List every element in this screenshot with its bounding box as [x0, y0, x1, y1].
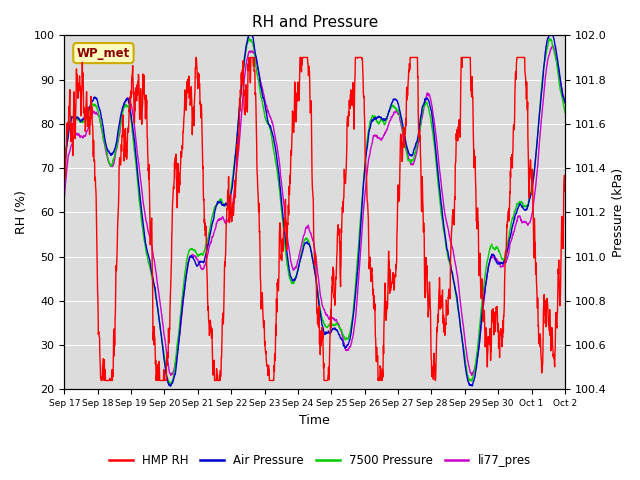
Air Pressure — [245, 33, 253, 38]
7500 Pressure — [305, 237, 312, 243]
li77_pres — [547, 47, 554, 52]
HMP RH — [97, 378, 105, 384]
li77_pres — [455, 284, 463, 290]
li77_pres — [304, 223, 312, 229]
li77_pres — [60, 195, 68, 201]
Legend: HMP RH, Air Pressure, 7500 Pressure, li77_pres: HMP RH, Air Pressure, 7500 Pressure, li7… — [104, 449, 536, 472]
li77_pres — [86, 120, 93, 126]
Air Pressure — [60, 169, 68, 175]
li77_pres — [549, 43, 557, 48]
Air Pressure — [167, 384, 175, 389]
Line: 7500 Pressure: 7500 Pressure — [64, 38, 565, 384]
7500 Pressure — [245, 36, 253, 41]
li77_pres — [167, 372, 175, 378]
Y-axis label: Pressure (kPa): Pressure (kPa) — [612, 168, 625, 257]
7500 Pressure — [291, 276, 299, 282]
Air Pressure — [455, 311, 463, 317]
HMP RH — [547, 324, 554, 330]
Y-axis label: RH (%): RH (%) — [15, 191, 28, 234]
Text: WP_met: WP_met — [77, 47, 130, 60]
li77_pres — [547, 48, 554, 54]
HMP RH — [561, 189, 569, 194]
Air Pressure — [547, 33, 554, 38]
Line: li77_pres: li77_pres — [64, 46, 565, 375]
Line: Air Pressure: Air Pressure — [64, 36, 565, 386]
7500 Pressure — [60, 162, 68, 168]
7500 Pressure — [547, 36, 554, 42]
Air Pressure — [291, 277, 299, 283]
HMP RH — [547, 348, 555, 354]
Line: HMP RH: HMP RH — [64, 58, 565, 381]
7500 Pressure — [561, 110, 569, 116]
HMP RH — [291, 81, 299, 86]
7500 Pressure — [455, 312, 463, 318]
7500 Pressure — [86, 105, 93, 111]
HMP RH — [60, 183, 68, 189]
7500 Pressure — [167, 382, 175, 387]
HMP RH — [455, 118, 463, 123]
HMP RH — [86, 124, 93, 130]
Air Pressure — [86, 104, 93, 110]
li77_pres — [291, 265, 298, 271]
Air Pressure — [561, 100, 569, 106]
Title: RH and Pressure: RH and Pressure — [252, 15, 378, 30]
HMP RH — [192, 55, 200, 60]
li77_pres — [561, 100, 569, 106]
Air Pressure — [547, 33, 555, 38]
Air Pressure — [305, 241, 312, 247]
HMP RH — [305, 68, 312, 73]
X-axis label: Time: Time — [300, 414, 330, 427]
7500 Pressure — [547, 37, 555, 43]
